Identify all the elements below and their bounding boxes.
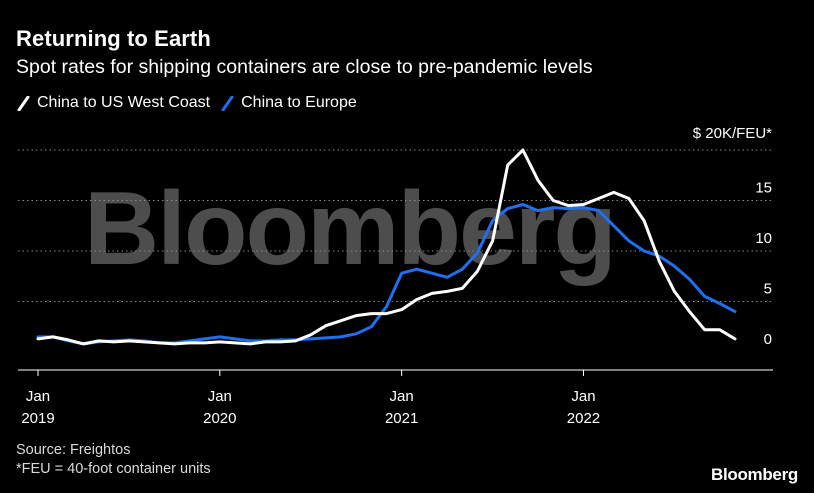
y-tick-label-10: 10 [755,230,772,247]
x-tick-label-2-0: Jan [390,388,414,405]
x-tick-label-2-1: 2021 [385,410,418,427]
series-lines [36,148,737,346]
x-tick-label-3-1: 2022 [567,410,600,427]
footnote: *FEU = 40-foot container units [16,461,211,477]
y-tick-label-0: 0 [764,331,772,348]
x-tick-label-1-0: Jan [208,388,232,405]
x-tick-label-0-0: Jan [26,388,50,405]
legend-swatch-blue-slash-icon [220,95,235,111]
y-tick-label-15: 15 [755,180,772,197]
x-tick-label-3-0: Jan [571,388,595,405]
legend-item-us-west-coast: China to US West Coast [16,94,210,112]
y-tick-label-5: 5 [764,281,772,298]
x-tick-label-1-1: 2020 [203,410,236,427]
grid-lines [18,149,773,302]
series-line-europe [36,203,737,346]
series-line-us-west-coast [36,148,737,346]
x-axis [18,369,773,376]
bloomberg-logo: Bloomberg [710,465,798,484]
source-note: Source: Freightos [16,442,131,458]
legend-swatch-white-slash-icon [16,95,31,111]
axis-labels: 0 5 10 15 $ 20K/FEU* Jan 2019 Jan 2020 Jan 2021 Jan… [21,125,772,427]
legend-label-europe: China to Europe [241,94,357,111]
legend-item-europe: China to Europe [220,94,357,112]
x-tick-label-0-1: 2019 [21,410,54,427]
chart-title: Returning to Earth [16,26,211,51]
legend-label-us-west-coast: China to US West Coast [37,94,211,111]
chart-legend: China to US West Coast China to Europe [16,94,367,112]
chart-plot: 0 5 10 15 $ 20K/FEU* Jan 2019 Jan 2020 Jan 2021 Jan… [18,125,773,427]
y-tick-label-20: $ 20K/FEU* [693,125,772,142]
chart-subtitle: Spot rates for shipping containers are c… [16,56,593,78]
